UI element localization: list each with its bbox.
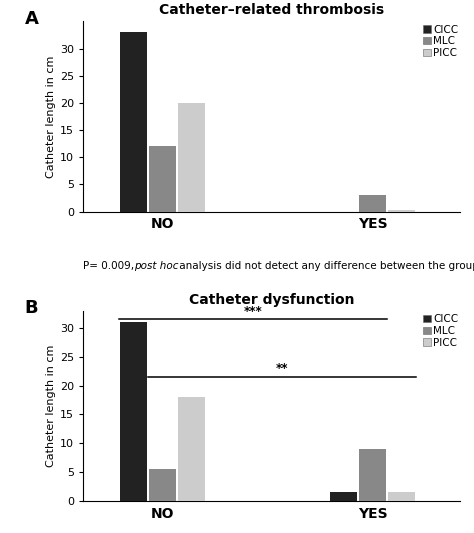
Text: post hoc: post hoc	[134, 261, 178, 271]
Bar	[178, 103, 205, 212]
Text: P= 0.009,: P= 0.009,	[83, 261, 137, 271]
Bar	[149, 147, 176, 212]
Title: Catheter–related thrombosis: Catheter–related thrombosis	[159, 3, 384, 18]
Bar	[149, 469, 176, 501]
Bar	[359, 449, 386, 501]
Y-axis label: Catheter length in cm: Catheter length in cm	[46, 345, 55, 467]
Bar	[120, 32, 147, 212]
Text: B: B	[25, 299, 38, 317]
Legend: CICC, MLC, PICC: CICC, MLC, PICC	[423, 25, 458, 59]
Text: A: A	[25, 10, 38, 28]
Text: ***: ***	[244, 304, 263, 318]
Bar	[389, 492, 415, 501]
Bar	[120, 322, 147, 501]
Bar	[330, 492, 357, 501]
Y-axis label: Catheter length in cm: Catheter length in cm	[46, 55, 55, 177]
Title: Catheter dysfunction: Catheter dysfunction	[189, 293, 354, 306]
Bar	[389, 210, 415, 212]
Text: **: **	[276, 362, 289, 375]
Bar	[178, 397, 205, 501]
Bar	[359, 196, 386, 212]
Text: analysis did not detect any difference between the groups: analysis did not detect any difference b…	[176, 261, 474, 271]
Legend: CICC, MLC, PICC: CICC, MLC, PICC	[423, 314, 458, 348]
